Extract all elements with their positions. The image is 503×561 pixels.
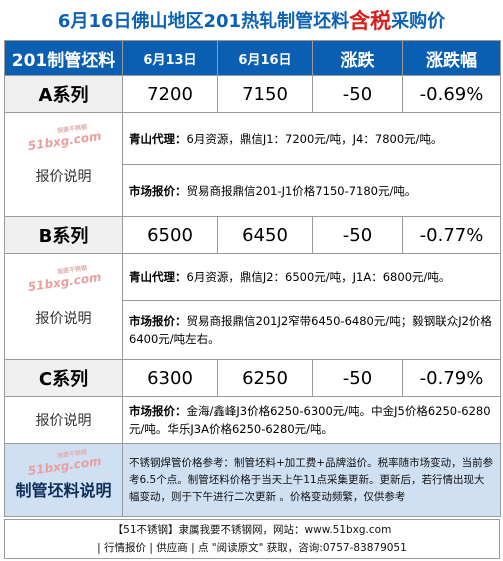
- description-label: 我要不锈钢 51bxg.com 制管坯料说明: [4, 443, 123, 517]
- series-label: C系列: [4, 359, 123, 397]
- note-label-cell: 我要不锈钢 51bxg.com 报价说明: [4, 112, 123, 217]
- description-row: 我要不锈钢 51bxg.com 制管坯料说明 不锈钢焊管价格参考：制管坯料+加工费…: [4, 443, 501, 517]
- note-row: 我要不锈钢 51bxg.com 报价说明 青山代理：6月资源，鼎信J2：6500元…: [4, 253, 501, 360]
- price-date1: 7200: [122, 75, 218, 113]
- price-change: -50: [312, 216, 403, 254]
- price-date2: 6450: [217, 216, 313, 254]
- table-row: B系列 6500 6450 -50 -0.77%: [4, 216, 501, 254]
- note-text: 市场报价：贸易商报鼎信201-J1价格7150-7180元/吨。: [122, 164, 501, 217]
- title-highlight: 含税: [349, 9, 392, 33]
- price-date1: 6300: [122, 359, 218, 397]
- note-label-cell: 我要不锈钢 51bxg.com 报价说明: [4, 253, 123, 360]
- series-label: A系列: [4, 75, 123, 113]
- footer-line1: 【51不锈钢】隶属我要不锈钢网，网站：www.51bxg.com: [112, 524, 392, 536]
- note-text: 青山代理：6月资源，鼎信J2：6500元/吨，J1A：6800元/吨。: [122, 253, 501, 301]
- header-date1: 6月13日: [122, 40, 218, 76]
- price-change: -50: [312, 75, 403, 113]
- note-text: 市场报价：贸易商报鼎信201J2窄带6450-6480元/吨；毅钢联众J2价格6…: [122, 300, 501, 360]
- price-change: -50: [312, 359, 403, 397]
- description-text: 不锈钢焊管价格参考：制管坯料+加工费+品牌溢价。税率随市场变动，当前参考6.5个…: [122, 443, 501, 517]
- price-change-pct: -0.77%: [402, 216, 501, 254]
- note-text: 市场报价：金海/鑫峰J3价格6250-6300元/吨。中金J5价格6250-62…: [122, 396, 501, 444]
- note-label-cell: 报价说明: [4, 396, 123, 444]
- price-date2: 6250: [217, 359, 313, 397]
- price-table: 201制管坯料 6月13日 6月16日 涨跌 涨跌幅 A系列 7200 7150…: [4, 40, 501, 517]
- table-row: C系列 6300 6250 -50 -0.79%: [4, 359, 501, 397]
- table-header: 201制管坯料 6月13日 6月16日 涨跌 涨跌幅: [4, 40, 501, 76]
- footer: 【51不锈钢】隶属我要不锈钢网，网站：www.51bxg.com | 行情报价 …: [4, 519, 500, 559]
- header-change-pct: 涨跌幅: [402, 40, 501, 76]
- price-change-pct: -0.79%: [402, 359, 501, 397]
- title-prefix: 6月16日佛山地区201热轧制管坯料: [57, 11, 350, 32]
- note-row: 报价说明 市场报价：金海/鑫峰J3价格6250-6300元/吨。中金J5价格62…: [4, 396, 501, 444]
- note-row: 市场报价：贸易商报鼎信201-J1价格7150-7180元/吨。: [5, 164, 501, 217]
- watermark-logo: 我要不锈钢 51bxg.com: [27, 123, 103, 154]
- series-label: B系列: [4, 216, 123, 254]
- note-label: 报价说明: [35, 310, 92, 327]
- footer-line2: | 行情报价 | 供应商 | 点 "阅读原文" 获取，咨询:0757-83879…: [97, 542, 407, 554]
- table-row: A系列 7200 7150 -50 -0.69%: [4, 75, 501, 113]
- header-product: 201制管坯料: [4, 40, 123, 76]
- note-label: 报价说明: [35, 168, 92, 185]
- watermark-logo: 我要不锈钢 51bxg.com: [27, 448, 103, 479]
- price-date2: 7150: [217, 75, 313, 113]
- note-row: 我要不锈钢 51bxg.com 报价说明 青山代理：6月资源，鼎信J1：7200元…: [4, 112, 501, 217]
- note-label: 报价说明: [35, 413, 92, 429]
- price-date1: 6500: [122, 216, 218, 254]
- note-row: 市场报价：贸易商报鼎信201J2窄带6450-6480元/吨；毅钢联众J2价格6…: [5, 300, 501, 360]
- header-change: 涨跌: [312, 40, 403, 76]
- price-change-pct: -0.69%: [402, 75, 501, 113]
- watermark-logo: 我要不锈钢 51bxg.com: [27, 264, 103, 295]
- header-date2: 6月16日: [217, 40, 313, 76]
- title-suffix: 采购价: [391, 11, 446, 32]
- page-title: 6月16日佛山地区201热轧制管坯料 含税 采购价: [0, 0, 503, 40]
- note-text: 青山代理：6月资源，鼎信J1：7200元/吨，J4：7800元/吨。: [122, 112, 501, 165]
